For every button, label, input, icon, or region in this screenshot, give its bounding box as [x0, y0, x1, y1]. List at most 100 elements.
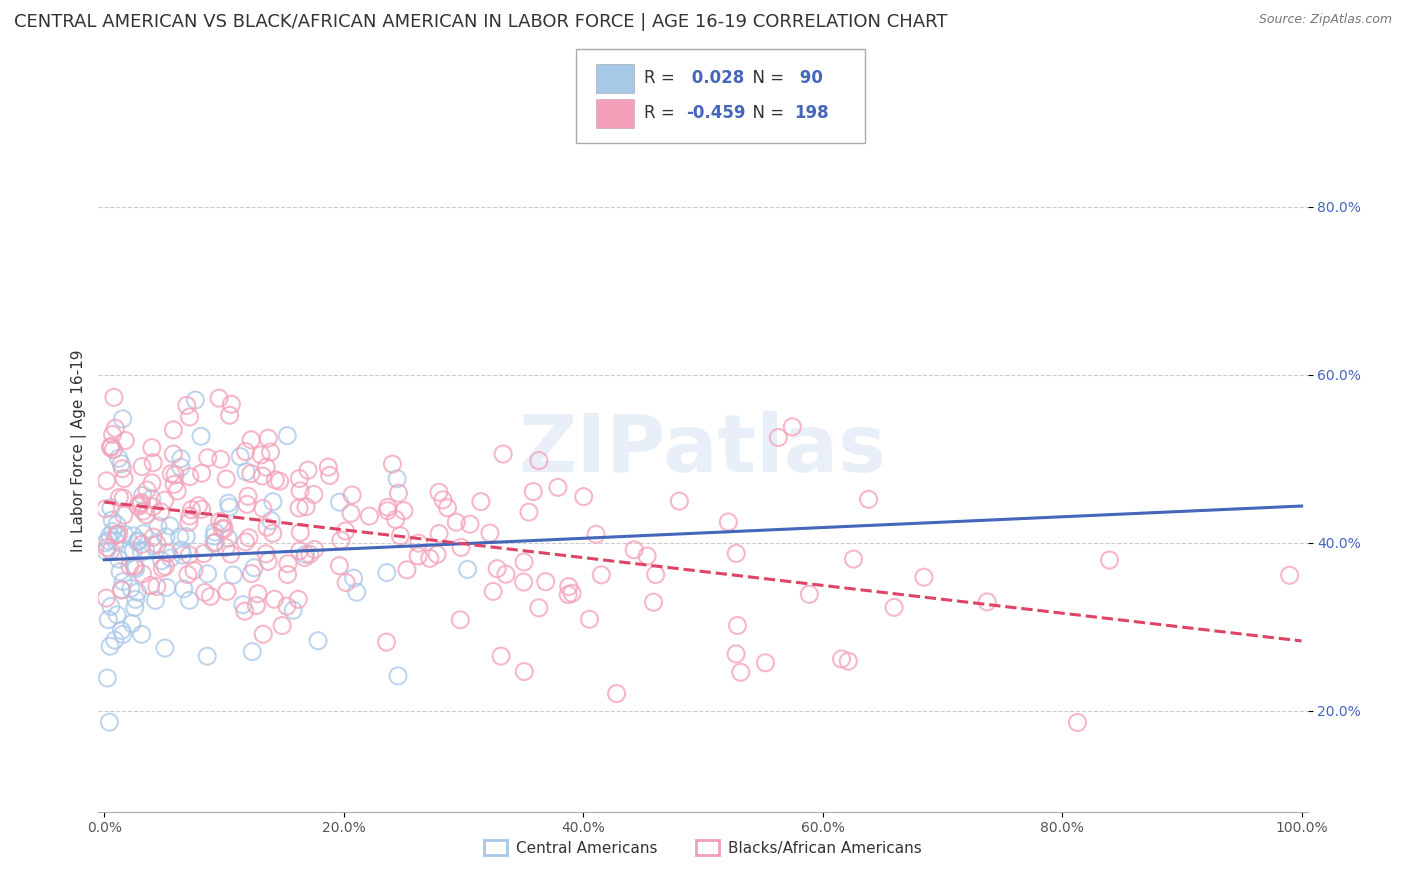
Point — [184, 392, 207, 407]
Point — [172, 548, 194, 562]
Point — [340, 488, 363, 502]
Point — [162, 447, 184, 461]
Point — [606, 687, 628, 701]
Point — [135, 508, 157, 522]
Point — [495, 567, 517, 582]
Point — [142, 456, 165, 470]
Point — [288, 483, 311, 498]
Point — [94, 501, 117, 516]
Point — [259, 445, 281, 459]
Point — [150, 554, 173, 568]
Point — [131, 627, 153, 641]
Text: R =: R = — [644, 70, 681, 87]
Point — [419, 551, 441, 566]
Point — [229, 450, 252, 464]
Point — [141, 441, 163, 455]
Point — [389, 529, 412, 543]
Point — [288, 501, 311, 516]
Point — [858, 492, 880, 507]
Point — [392, 503, 415, 517]
Point — [105, 517, 128, 532]
Point — [976, 595, 998, 609]
Point — [215, 541, 238, 555]
Point — [318, 460, 340, 475]
Point — [252, 469, 274, 483]
Point — [190, 429, 212, 443]
Point — [235, 465, 257, 479]
Point — [754, 656, 776, 670]
Point — [127, 500, 149, 514]
Point — [208, 514, 231, 528]
Text: 198: 198 — [794, 104, 830, 122]
Point — [131, 566, 153, 581]
Point — [335, 524, 357, 538]
Point — [96, 474, 118, 488]
Point — [211, 522, 233, 536]
Point — [458, 517, 481, 532]
Point — [159, 519, 181, 533]
Point — [221, 397, 243, 411]
Point — [215, 472, 238, 486]
Point — [112, 527, 135, 541]
Point — [387, 669, 409, 683]
Point — [219, 547, 242, 561]
Point — [222, 568, 245, 582]
Point — [98, 639, 121, 653]
Point — [121, 616, 143, 631]
Point — [156, 546, 179, 560]
Point — [264, 473, 287, 487]
Point — [256, 520, 278, 534]
Point — [513, 665, 536, 679]
Point — [163, 477, 186, 491]
Point — [217, 584, 239, 599]
Point — [408, 536, 430, 550]
Point — [340, 506, 363, 520]
Point — [547, 480, 569, 494]
Point — [174, 530, 197, 544]
Point — [232, 598, 254, 612]
Point — [131, 459, 153, 474]
Point — [513, 555, 536, 569]
Point — [125, 561, 148, 575]
Point — [346, 585, 368, 599]
Point — [112, 574, 135, 589]
Point — [111, 583, 134, 598]
Point — [831, 652, 853, 666]
Point — [482, 584, 505, 599]
Point — [406, 549, 429, 563]
Point — [263, 592, 285, 607]
Point — [156, 581, 179, 595]
Point — [108, 491, 131, 505]
Point — [146, 579, 169, 593]
Text: Source: ZipAtlas.com: Source: ZipAtlas.com — [1258, 13, 1392, 27]
Point — [486, 562, 509, 576]
Point — [124, 559, 146, 574]
Point — [204, 535, 226, 549]
Point — [183, 563, 205, 577]
Point — [193, 547, 215, 561]
Point — [202, 529, 225, 543]
Point — [96, 591, 118, 606]
Point — [297, 463, 319, 477]
Point — [623, 542, 645, 557]
Point — [197, 450, 219, 465]
Point — [104, 533, 127, 548]
Point — [262, 494, 284, 508]
Point — [146, 519, 169, 533]
Point — [288, 472, 311, 486]
Point — [585, 527, 607, 541]
Point — [149, 505, 172, 519]
Point — [112, 471, 135, 485]
Point — [250, 448, 273, 462]
Point — [449, 613, 471, 627]
Point — [110, 624, 132, 638]
Point — [318, 468, 340, 483]
Point — [254, 547, 277, 561]
Point — [142, 530, 165, 544]
Point — [238, 531, 260, 545]
Point — [153, 493, 176, 508]
Point — [240, 644, 263, 658]
Point — [385, 472, 408, 486]
Point — [271, 618, 294, 632]
Legend: Central Americans, Blacks/African Americans: Central Americans, Blacks/African Americ… — [478, 834, 928, 862]
